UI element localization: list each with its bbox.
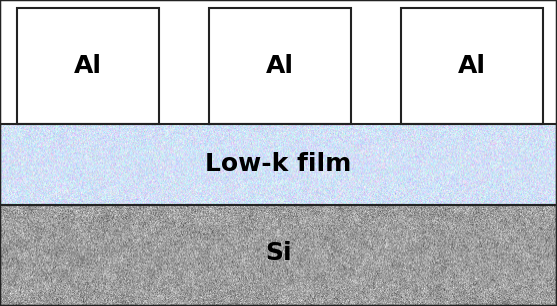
Text: Al: Al [74, 54, 102, 78]
Bar [0, 0, 557, 124]
Bar [17, 8, 159, 124]
Text: Al: Al [458, 54, 486, 78]
Text: Si: Si [265, 241, 292, 266]
Bar [0, 124, 557, 205]
Bar [209, 8, 351, 124]
Text: Al: Al [266, 54, 294, 78]
Text: Low-k film: Low-k film [206, 152, 351, 177]
Bar [0, 205, 557, 306]
Bar [401, 8, 543, 124]
